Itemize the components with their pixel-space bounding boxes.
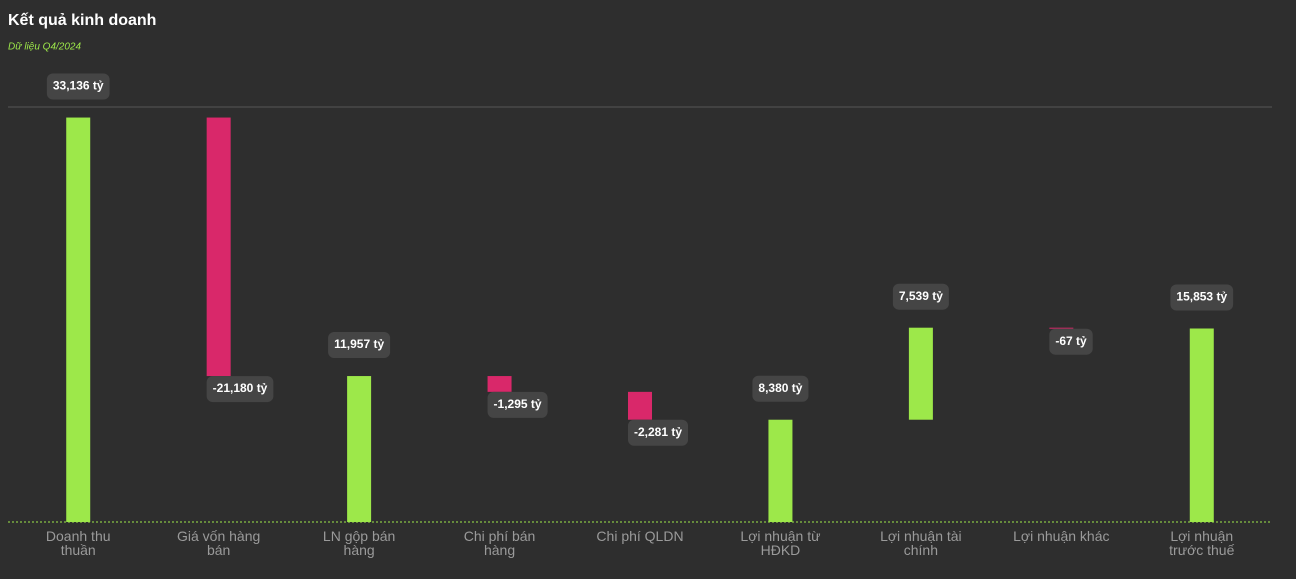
bar [206,117,231,377]
value-label: 7,539 tỷ [899,289,943,303]
value-label: -21,180 tỷ [213,381,268,395]
bar [1189,328,1214,522]
x-tick-label: Lợi nhuận tài chính [880,528,962,558]
chart-subtitle: Dữ liệu Q4/2024 [8,42,81,53]
x-tick-label: Lợi nhuận từ HĐKD [740,528,821,558]
bar [347,376,372,522]
value-label: -2,281 tỷ [634,425,682,439]
bar [628,391,652,420]
x-tick-label: Chi phí QLDN [596,528,684,544]
bar [66,117,91,522]
bar [1049,327,1074,329]
value-label-bg [628,419,689,446]
chart-title: Kết quả kinh doanh [8,12,156,29]
bar [487,376,512,392]
value-label-bg [206,376,274,403]
x-tick-label: Doanh thu thuần [45,528,111,558]
value-label-bg [1049,328,1093,355]
value-label: 11,957 tỷ [334,337,384,351]
value-label-bg [1170,284,1234,311]
value-label-bg [328,332,391,359]
value-label-bg [46,73,110,100]
x-tick-label: Giá vốn hàng bán [177,528,261,558]
x-tick-label: LN gộp bán hàng [322,528,396,558]
bar [768,419,793,522]
value-label: 33,136 tỷ [53,79,104,93]
value-label-bg [487,391,548,418]
value-label: 8,380 tỷ [758,381,802,395]
value-label-bg [752,375,809,402]
bar [908,327,933,420]
x-tick-label: Lợi nhuận trước thuế [1169,528,1235,558]
value-label: -1,295 tỷ [494,397,542,411]
value-label-bg [892,283,949,310]
x-tick-label: Lợi nhuận khác [1013,528,1110,544]
x-tick-label: Chi phí bán hàng [463,528,536,558]
value-label: -67 tỷ [1055,334,1087,348]
value-label: 15,853 tỷ [1176,290,1227,304]
